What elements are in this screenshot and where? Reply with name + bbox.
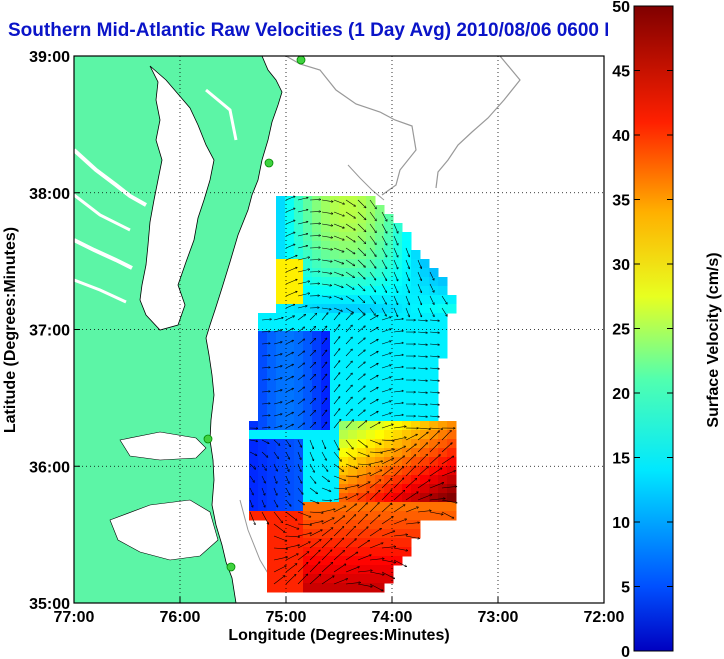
- map-title: Southern Mid-Atlantic Raw Velocities (1 …: [8, 20, 608, 41]
- colorbar-tick-label: 5: [621, 580, 630, 597]
- y-tick-label: 35:00: [29, 596, 70, 613]
- colorbar-tick-label: 35: [612, 193, 630, 210]
- y-tick-label: 37:00: [29, 323, 70, 340]
- colorbar-tick-label: 20: [612, 386, 630, 403]
- x-axis-label: Longitude (Degrees:Minutes): [228, 627, 449, 644]
- colorbar-tick-label: 10: [612, 515, 630, 532]
- colorbar-tick-label: 45: [612, 64, 630, 81]
- colorbar-tick-label: 30: [612, 257, 630, 274]
- x-tick-label: 73:00: [478, 609, 519, 626]
- y-tick-label: 39:00: [29, 49, 70, 66]
- colorbar-tick-label: 15: [612, 451, 630, 468]
- x-tick-label: 75:00: [266, 609, 307, 626]
- x-tick-label: 76:00: [160, 609, 201, 626]
- y-axis-ticks: 39:00 38:00 37:00 36:00 35:00: [29, 49, 80, 613]
- x-tick-label: 74:00: [372, 609, 413, 626]
- x-tick-label: 77:00: [54, 609, 95, 626]
- colorbar-tick-label: 40: [612, 128, 630, 145]
- colorbar-tick-label: 0: [621, 644, 630, 659]
- pamlico-sound: [109, 499, 219, 561]
- velocity-vectors: [249, 196, 457, 590]
- station-marker: [264, 158, 274, 168]
- colorbar-tick-label: 50: [612, 0, 630, 16]
- map-grid: [74, 56, 604, 603]
- station-marker: [226, 562, 236, 572]
- y-tick-label: 38:00: [29, 186, 70, 203]
- colorbar-label: Surface Velocity (cm/s): [705, 252, 722, 427]
- y-axis-label: Latitude (Degrees:Minutes): [2, 227, 19, 433]
- x-axis-ticks: 77:00 76:00 75:00 74:00 73:00 72:00: [54, 597, 625, 626]
- colorbar-tick-label: 25: [612, 322, 630, 339]
- station-marker: [203, 434, 213, 444]
- station-marker: [296, 56, 306, 65]
- x-tick-label: 72:00: [584, 609, 625, 626]
- albemarle-sound: [119, 431, 207, 461]
- y-tick-label: 36:00: [29, 459, 70, 476]
- chesapeake-bay: [139, 65, 215, 331]
- colorbar: [633, 5, 674, 652]
